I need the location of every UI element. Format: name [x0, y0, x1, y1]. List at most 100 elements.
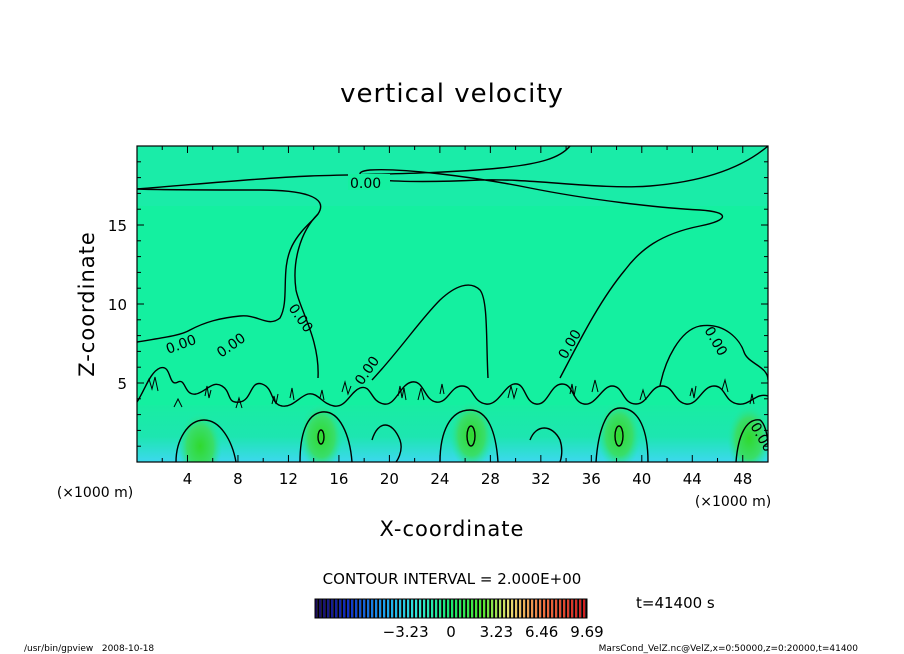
colorbar-cell [399, 599, 402, 618]
colorbar-cell [575, 599, 578, 618]
plot-area: 0.00 0.00 0.00 0.00 0.00 0.00 0.00 0.00 [137, 146, 768, 462]
colorbar-gap [477, 599, 479, 618]
colorbar-cell [371, 599, 374, 618]
colorbar-gap [393, 599, 395, 618]
y-axis-label: Z-coordinate [75, 231, 99, 377]
x-tick-label: 24 [430, 470, 449, 488]
colorbar-gap [585, 599, 587, 618]
colorbar-cell [315, 599, 318, 618]
axis-ticks [137, 146, 768, 462]
colorbar-tick-label: 3.23 [480, 623, 513, 641]
colorbar-gap [317, 599, 319, 618]
colorbar-gap [413, 599, 415, 618]
colorbar-cell [431, 599, 434, 618]
colorbar-gap [553, 599, 555, 618]
core-ellipse-3 [466, 425, 476, 447]
colorbar-gap [417, 599, 419, 618]
colorbar-gap [437, 599, 439, 618]
colorbar-gap [549, 599, 551, 618]
colorbar-cell [519, 599, 522, 618]
x-axis-label: X-coordinate [380, 517, 525, 541]
colorbar-gap [441, 599, 443, 618]
contour-interval-text: CONTOUR INTERVAL = 2.000E+00 [323, 570, 582, 588]
colorbar-gap [341, 599, 343, 618]
y-tick-label: 15 [108, 217, 127, 235]
colorbar-cell [531, 599, 534, 618]
colorbar-gap [361, 599, 363, 618]
colorbar-cell [555, 599, 558, 618]
colorbar-gap [461, 599, 463, 618]
colorbar-gap [425, 599, 427, 618]
colorbar-gap [545, 599, 547, 618]
colorbar-cell [511, 599, 514, 618]
colorbar-gap [389, 599, 391, 618]
colorbar-cell [411, 599, 414, 618]
colorbar-cell [567, 599, 570, 618]
colorbar-tick-labels: −3.23 0 3.23 6.46 9.69 [383, 623, 604, 641]
colorbar-gap [513, 599, 515, 618]
colorbar-cell [379, 599, 382, 618]
colorbar-cell [487, 599, 490, 618]
colorbar-cell [451, 599, 454, 618]
colorbar-gap [505, 599, 507, 618]
contour-label-top: 0.00 [350, 176, 381, 192]
y-tick-labels: 5 10 15 [108, 217, 127, 393]
colorbar-gap [357, 599, 359, 618]
contour-top-loop [359, 146, 768, 379]
x-tick-label: 4 [183, 470, 193, 488]
contour-core-2 [299, 411, 353, 462]
colorbar-gap [489, 599, 491, 618]
y-unit-label: (×1000 m) [57, 485, 133, 501]
x-tick-label: 16 [329, 470, 348, 488]
colorbar-gap [333, 599, 335, 618]
x-tick-label: 28 [481, 470, 500, 488]
colorbar-gap [577, 599, 579, 618]
x-tick-label: 20 [380, 470, 399, 488]
colorbar-cell [347, 599, 350, 618]
colorbar-cell [543, 599, 546, 618]
contour-right-dome [659, 324, 768, 387]
x-tick-labels: 4 8 12 16 20 24 28 32 36 40 44 48 [183, 470, 753, 488]
colorbar-gap [369, 599, 371, 618]
colorbar-cell [503, 599, 506, 618]
colorbar-cell [551, 599, 554, 618]
colorbar-gap [569, 599, 571, 618]
colorbar-gap [493, 599, 495, 618]
colorbar-cell [407, 599, 410, 618]
colorbar [315, 599, 587, 618]
colorbar-gap [525, 599, 527, 618]
x-tick-label: 32 [531, 470, 550, 488]
x-unit-label: (×1000 m) [695, 494, 771, 510]
colorbar-gap [373, 599, 375, 618]
colorbar-cell [327, 599, 330, 618]
colorbar-cell [359, 599, 362, 618]
colorbar-tick-label: −3.23 [383, 623, 429, 641]
colorbar-cell [443, 599, 446, 618]
colorbar-cell [471, 599, 474, 618]
colorbar-gap [581, 599, 583, 618]
time-text: t=41400 s [636, 594, 715, 612]
colorbar-gap [497, 599, 499, 618]
colorbar-cell [483, 599, 486, 618]
colorbar-cell [419, 599, 422, 618]
colorbar-gap [481, 599, 483, 618]
colorbar-tick-label: 9.69 [570, 623, 603, 641]
colorbar-cell [515, 599, 518, 618]
colorbar-gap [405, 599, 407, 618]
core-ellipse-2 [317, 429, 325, 445]
colorbar-gap [469, 599, 471, 618]
colorbar-gap [565, 599, 567, 618]
colorbar-gap [465, 599, 467, 618]
colorbar-cell [467, 599, 470, 618]
updraft-core-1 [178, 412, 223, 462]
footer-right: MarsCond_VelZ.nc@VelZ,x=0:50000,z=0:2000… [599, 644, 859, 654]
colorbar-cell [319, 599, 322, 618]
updraft-core-2 [299, 402, 344, 462]
contour-core-3 [439, 409, 499, 462]
contour-left-column [137, 188, 322, 343]
colorbar-gap [561, 599, 563, 618]
colorbar-cell [391, 599, 394, 618]
contour-mid-1 [371, 424, 402, 462]
colorbar-gap [421, 599, 423, 618]
